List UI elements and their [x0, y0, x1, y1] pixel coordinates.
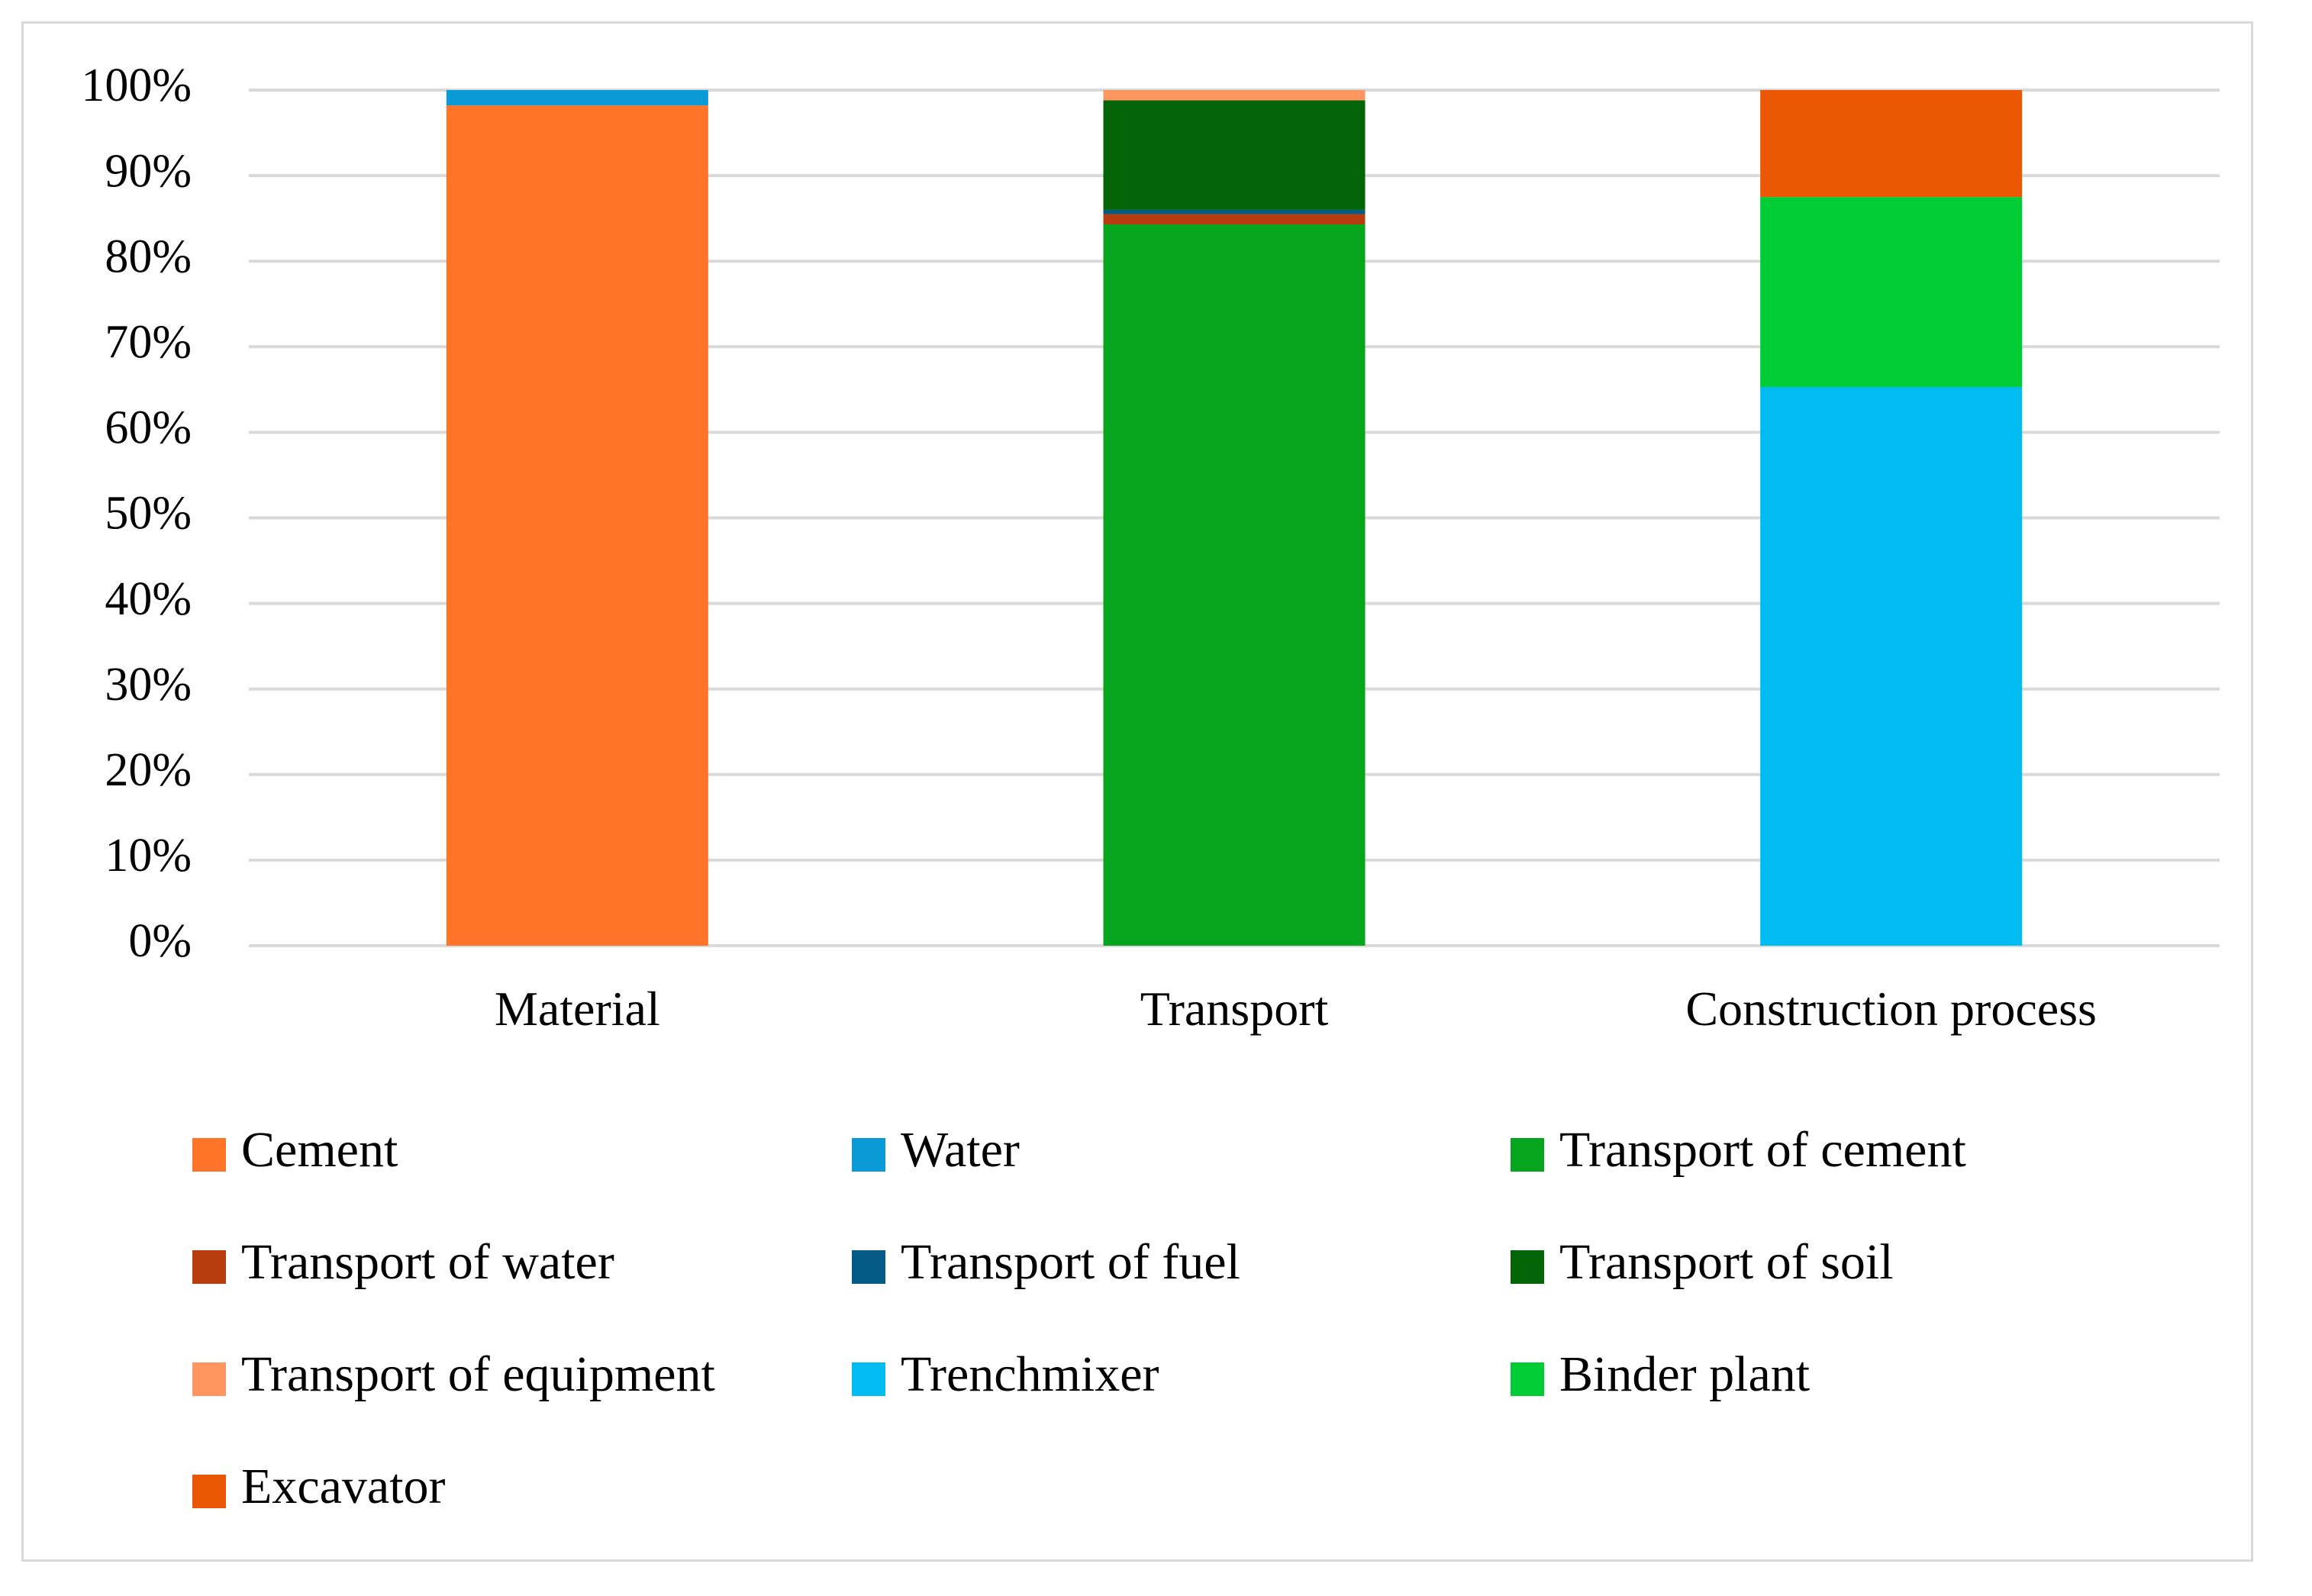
legend-label-water: Water — [901, 1122, 1020, 1178]
legend: Cement Water Transport of cement Transport … — [192, 1122, 1966, 1514]
legend-swatch-transport-of-water — [192, 1250, 226, 1284]
bar-cement — [446, 105, 708, 946]
x-axis-ticks: Material Transport Construction process — [495, 982, 2097, 1036]
legend-swatch-excavator — [192, 1475, 226, 1508]
bar-transport-of-equipment — [1103, 90, 1366, 101]
bar-transport-of-cement — [1103, 224, 1366, 946]
bar-trenchmixer — [1760, 386, 2023, 946]
legend-label-transport-of-water: Transport of water — [241, 1234, 614, 1290]
legend-label-transport-of-equipment: Transport of equipment — [241, 1346, 715, 1402]
bar-transport-of-water — [1103, 214, 1366, 224]
legend-label-excavator: Excavator — [241, 1459, 446, 1514]
bar-transport-of-fuel — [1103, 209, 1366, 214]
legend-swatch-cement — [192, 1138, 226, 1172]
y-tick-label: 40% — [105, 573, 192, 625]
y-tick-label: 0% — [128, 915, 192, 967]
legend-label-transport-of-fuel: Transport of fuel — [901, 1234, 1240, 1290]
bar-water — [446, 90, 708, 106]
legend-label-transport-of-soil: Transport of soil — [1559, 1234, 1894, 1290]
x-tick-label: Construction process — [1685, 982, 2097, 1036]
legend-label-transport-of-cement: Transport of cement — [1559, 1122, 1966, 1178]
chart-frame: 0% 10% 20% 30% 40% 50% 60% 70% 80% 90% 100% Materi… — [21, 21, 2253, 1562]
legend-swatch-water — [852, 1138, 885, 1172]
legend-label-cement: Cement — [241, 1122, 398, 1178]
y-tick-label: 80% — [105, 231, 192, 282]
bar-binder-plant — [1760, 197, 2023, 387]
y-tick-label: 70% — [105, 317, 192, 369]
legend-swatch-transport-of-equipment — [192, 1362, 226, 1396]
stacked-bar-chart: 0% 10% 20% 30% 40% 50% 60% 70% 80% 90% 100% Materi… — [81, 60, 2220, 1514]
bar-excavator — [1760, 90, 2023, 198]
legend-swatch-transport-of-cement — [1511, 1138, 1544, 1172]
x-tick-label: Material — [495, 982, 660, 1036]
bars — [446, 90, 2023, 946]
legend-swatch-trenchmixer — [852, 1362, 885, 1396]
legend-label-trenchmixer: Trenchmixer — [901, 1346, 1159, 1402]
y-tick-label: 50% — [105, 488, 192, 540]
legend-swatch-binder-plant — [1511, 1362, 1544, 1396]
legend-label-binder-plant: Binder plant — [1559, 1346, 1810, 1402]
y-tick-label: 100% — [81, 60, 192, 111]
y-tick-label: 90% — [105, 145, 192, 197]
y-tick-label: 20% — [105, 744, 192, 796]
y-tick-label: 60% — [105, 402, 192, 454]
legend-swatch-transport-of-fuel — [852, 1250, 885, 1284]
bar-transport-of-soil — [1103, 100, 1366, 210]
legend-swatch-transport-of-soil — [1511, 1250, 1544, 1284]
y-axis-ticks: 0% 10% 20% 30% 40% 50% 60% 70% 80% 90% 100% — [81, 60, 192, 967]
y-tick-label: 10% — [105, 830, 192, 882]
y-tick-label: 30% — [105, 659, 192, 711]
x-tick-label: Transport — [1140, 982, 1329, 1036]
